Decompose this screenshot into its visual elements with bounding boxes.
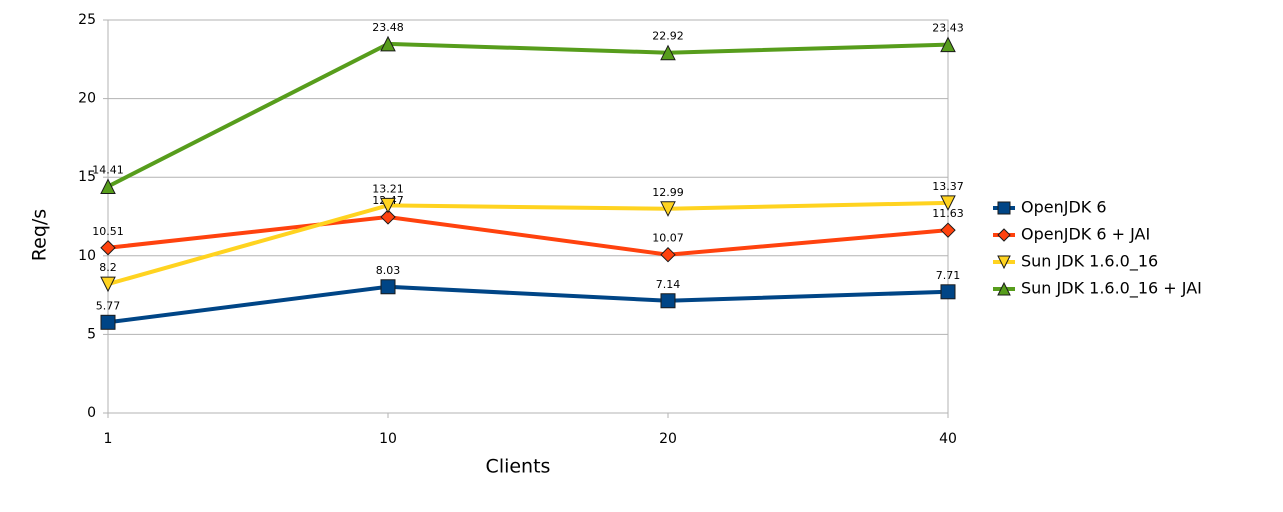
y-tick-label: 5 [87, 326, 96, 342]
y-tick-label: 0 [87, 405, 96, 421]
marker [940, 36, 956, 53]
legend-label: Sun JDK 1.6.0_16 + JAI [1021, 279, 1202, 299]
marker [380, 197, 396, 214]
legend-label: OpenJDK 6 + JAI [1021, 225, 1150, 244]
data-label: 8.03 [376, 264, 401, 277]
y-tick-label: 25 [78, 12, 96, 28]
data-label: 10.07 [652, 232, 684, 245]
marker [380, 279, 396, 295]
legend-label: Sun JDK 1.6.0_16 [1021, 252, 1158, 272]
marker [380, 209, 396, 225]
marker [100, 178, 116, 194]
data-label: 13.37 [932, 180, 964, 193]
x-tick-label: 20 [659, 431, 677, 447]
marker [940, 284, 956, 300]
data-label: 11.63 [932, 207, 964, 220]
marker [380, 35, 396, 52]
marker [660, 201, 676, 217]
marker [940, 222, 956, 238]
marker [997, 255, 1011, 270]
y-tick-label: 20 [78, 91, 96, 107]
marker [100, 314, 116, 330]
plot-border [107, 19, 949, 414]
data-label: 12.99 [652, 186, 684, 199]
x-tick-label: 10 [379, 431, 397, 447]
marker [100, 276, 116, 293]
data-label: 7.71 [936, 269, 961, 282]
marker [660, 293, 676, 309]
series-line [107, 41, 949, 189]
marker [997, 281, 1011, 296]
series-line [107, 200, 949, 287]
legend-label: OpenJDK 6 [1021, 198, 1107, 217]
marker [997, 228, 1011, 242]
y-axis-title: Req/s [29, 209, 51, 261]
x-tick-label: 40 [939, 431, 957, 447]
y-tick-label: 10 [78, 248, 96, 264]
marker [997, 201, 1011, 215]
data-label: 7.14 [656, 278, 681, 291]
series-line [107, 214, 949, 257]
x-tick-label: 1 [104, 431, 113, 447]
data-label: 13.21 [372, 182, 404, 195]
data-label: 23.48 [372, 21, 404, 34]
y-tick-label: 15 [78, 169, 96, 185]
data-label: 8.2 [99, 261, 117, 274]
data-label: 23.43 [932, 22, 964, 35]
data-label: 10.51 [92, 225, 124, 238]
x-axis-title: Clients [486, 456, 551, 478]
marker [660, 44, 676, 61]
marker [940, 195, 956, 211]
data-label: 14.41 [92, 163, 124, 176]
data-label: 22.92 [652, 30, 684, 43]
marker [660, 246, 676, 263]
marker [100, 240, 116, 256]
series-line [107, 284, 949, 325]
data-label: 5.77 [96, 299, 121, 312]
